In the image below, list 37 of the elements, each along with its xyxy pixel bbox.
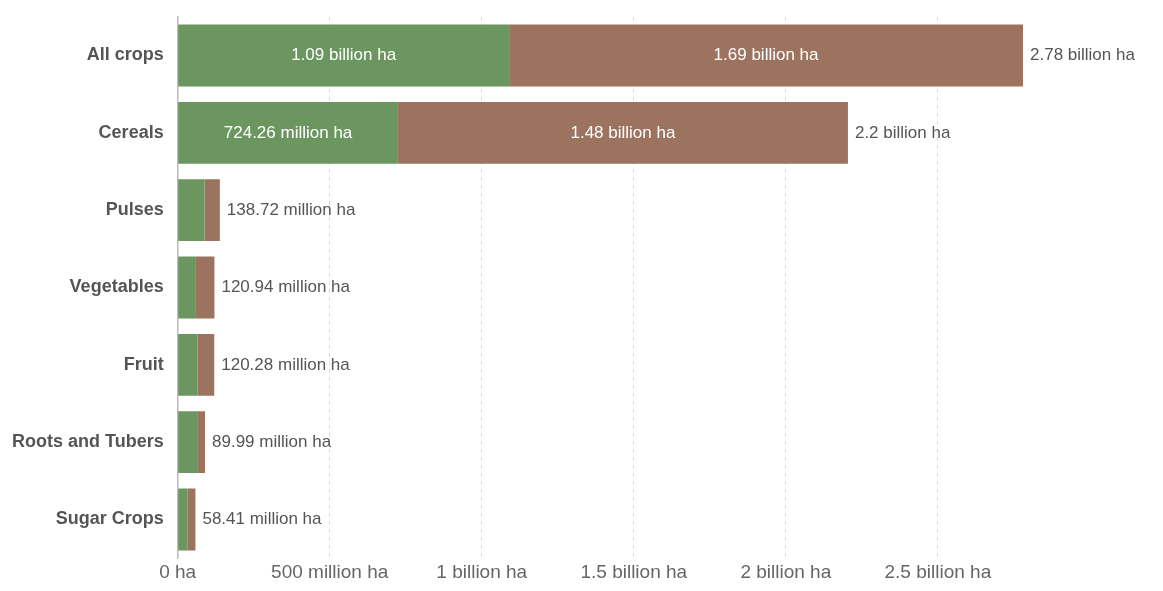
data-label: 1.69 billion ha bbox=[713, 45, 820, 65]
bar bbox=[178, 411, 198, 474]
bar bbox=[178, 256, 196, 319]
bar bbox=[178, 24, 510, 87]
data-label: 1.48 billion ha bbox=[570, 122, 676, 142]
y-tick-label: Cereals bbox=[98, 121, 164, 142]
x-tick-label: 1 billion ha bbox=[436, 560, 528, 582]
bar bbox=[178, 179, 205, 242]
y-tick-label: Fruit bbox=[123, 353, 164, 374]
y-tick-label: All crops bbox=[86, 44, 164, 65]
total-label: 89.99 million ha bbox=[212, 431, 332, 451]
y-tick-label: Vegetables bbox=[69, 276, 164, 297]
x-tick-label: 500 million ha bbox=[271, 560, 389, 582]
total-label: 2.2 billion ha bbox=[854, 122, 951, 142]
bar bbox=[204, 179, 220, 242]
bar bbox=[197, 333, 215, 396]
bar bbox=[178, 333, 198, 396]
x-tick-label: 2 billion ha bbox=[740, 560, 832, 582]
total-label: 58.41 million ha bbox=[202, 509, 323, 529]
data-label: 724.26 million ha bbox=[223, 122, 353, 142]
bar bbox=[509, 24, 1023, 87]
total-label: 138.72 million ha bbox=[226, 199, 356, 219]
bar bbox=[178, 488, 188, 551]
bar bbox=[397, 101, 848, 164]
x-tick-label: 0 ha bbox=[159, 560, 197, 582]
bar bbox=[197, 411, 206, 474]
total-label: 120.28 million ha bbox=[221, 354, 351, 374]
x-tick-label: 1.5 billion ha bbox=[580, 560, 688, 582]
total-label: 2.78 billion ha bbox=[1030, 45, 1136, 65]
y-tick-label: Pulses bbox=[105, 199, 164, 220]
y-tick-label: Roots and Tubers bbox=[11, 431, 164, 452]
bar bbox=[178, 101, 398, 164]
total-label: 120.94 million ha bbox=[221, 277, 351, 297]
bar bbox=[195, 256, 215, 319]
x-tick-label: 2.5 billion ha bbox=[884, 560, 992, 582]
data-label: 1.09 billion ha bbox=[291, 45, 397, 65]
y-tick-label: Sugar Crops bbox=[55, 508, 164, 529]
